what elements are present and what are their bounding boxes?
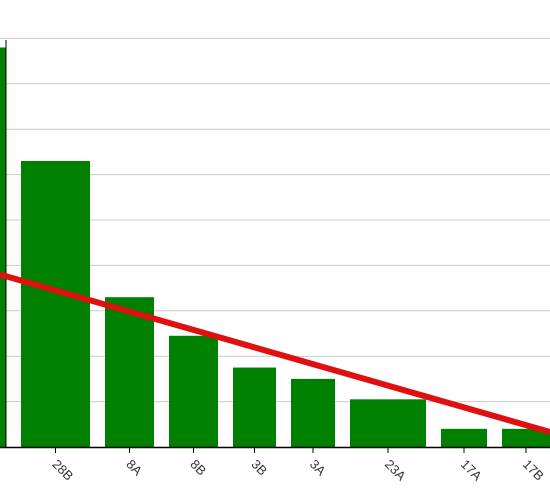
x-tick-label: 3A [307,457,329,479]
bar [502,428,550,447]
bar [0,47,6,447]
x-tick-label: 3B [248,457,270,479]
x-tick-label: 28B [49,457,76,484]
bar [105,297,154,447]
bar [291,378,335,447]
bar [441,428,487,447]
x-axis [0,40,550,453]
bar [169,335,218,447]
x-tick-label: 17A [458,457,485,484]
trend-line-layer [0,271,550,435]
x-tick-labels: 28B 8A 8B 3B 3A 23A 17A 17B [49,457,546,484]
x-tick-label: 8A [123,457,145,479]
gridlines [0,37,550,403]
bars [0,47,550,448]
bar [350,399,426,447]
trend-line [0,271,550,435]
x-tick-label: 17B [520,457,547,484]
bar [233,367,276,447]
x-tick-label: 23A [382,457,409,484]
x-tick-label: 8B [187,457,209,479]
bar [21,160,90,448]
